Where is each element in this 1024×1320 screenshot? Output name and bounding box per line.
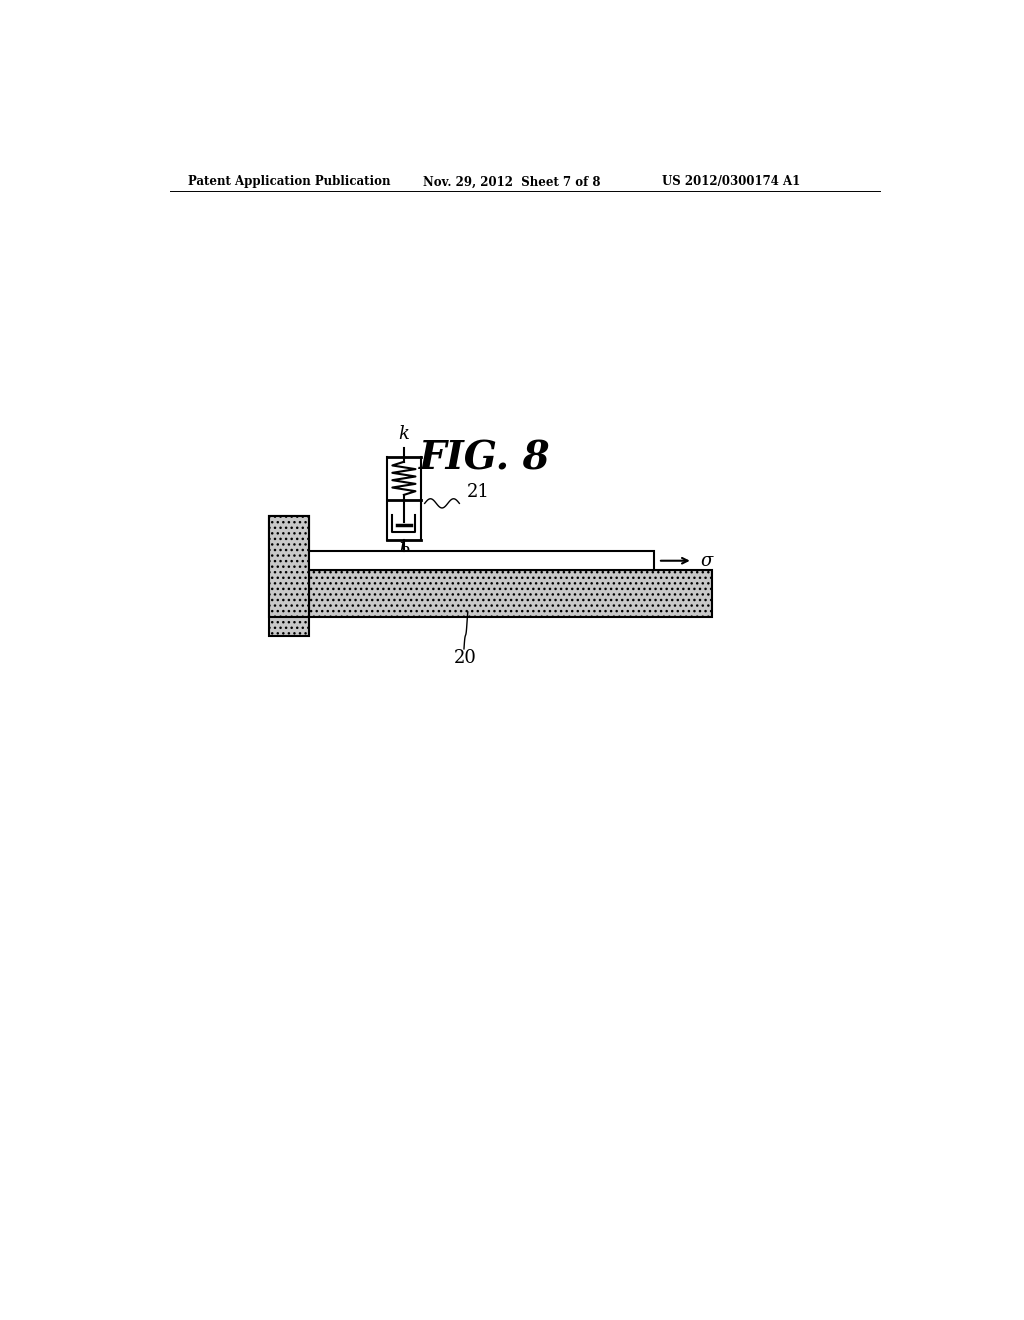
Bar <box>309 552 654 570</box>
Text: 20: 20 <box>454 649 477 667</box>
Text: b: b <box>398 543 410 560</box>
Bar <box>309 570 712 616</box>
Text: Patent Application Publication: Patent Application Publication <box>188 176 391 189</box>
Text: US 2012/0300174 A1: US 2012/0300174 A1 <box>662 176 800 189</box>
Bar <box>269 516 309 636</box>
Text: FIG. 8: FIG. 8 <box>419 440 551 478</box>
Text: Nov. 29, 2012  Sheet 7 of 8: Nov. 29, 2012 Sheet 7 of 8 <box>423 176 601 189</box>
Text: σ: σ <box>700 552 713 570</box>
Text: 21: 21 <box>467 483 489 500</box>
Text: k: k <box>398 425 410 444</box>
Bar <box>269 516 309 616</box>
